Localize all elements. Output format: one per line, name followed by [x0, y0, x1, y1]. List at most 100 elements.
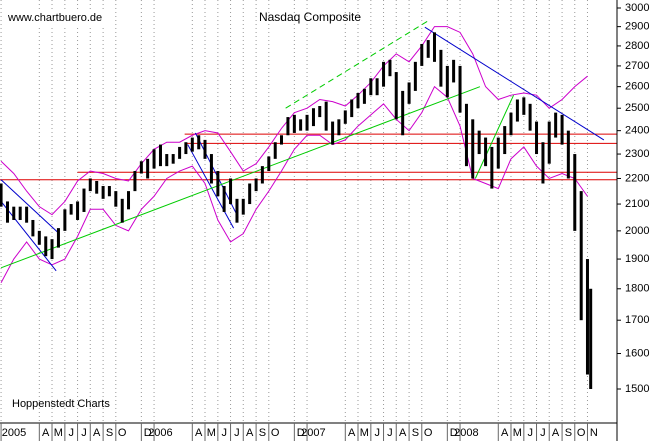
- price-bar: [273, 142, 277, 159]
- price-bar: [458, 65, 462, 113]
- price-bar: [554, 112, 558, 138]
- price-bar: [331, 121, 335, 145]
- x-tick-label: J: [374, 427, 380, 439]
- y-tick-label: 1500: [625, 383, 649, 395]
- price-bar: [299, 119, 303, 131]
- price-bar: [184, 142, 188, 155]
- x-tick-label: D: [450, 427, 458, 439]
- price-bar: [50, 239, 54, 260]
- price-bar: [579, 191, 583, 321]
- trend-line: [424, 26, 605, 141]
- price-bar: [503, 126, 507, 155]
- price-bar: [305, 114, 309, 131]
- price-bar: [152, 149, 156, 169]
- price-bar: [209, 154, 213, 184]
- y-tick-label: 2000: [625, 225, 649, 237]
- price-bar: [37, 230, 41, 245]
- bollinger-band: [0, 26, 588, 216]
- price-bar: [229, 178, 233, 205]
- y-tick-label: 2400: [625, 125, 649, 137]
- x-tick-label: J: [387, 427, 393, 439]
- price-bar: [279, 135, 283, 145]
- price-bar: [318, 106, 322, 118]
- price-bar: [133, 171, 137, 192]
- price-bar: [222, 186, 226, 212]
- y-tick-label: 2700: [625, 60, 649, 72]
- y-tick-label: 1900: [625, 253, 649, 265]
- price-bar: [426, 40, 430, 58]
- x-tick-label: O: [577, 427, 586, 439]
- price-bar: [515, 99, 519, 122]
- y-tick-label: 2200: [625, 172, 649, 184]
- price-bar: [216, 171, 220, 197]
- price-bar: [432, 32, 436, 62]
- x-tick-label: O: [424, 427, 433, 439]
- y-tick-label: 2100: [625, 198, 649, 210]
- price-bar: [56, 228, 60, 248]
- x-tick-label: A: [195, 427, 203, 439]
- price-bar: [535, 121, 539, 155]
- price-bar: [420, 43, 424, 66]
- trend-line: [285, 20, 429, 109]
- x-tick-label: 2006: [148, 427, 172, 439]
- x-tick-label: J: [234, 427, 240, 439]
- price-bar: [76, 201, 80, 220]
- price-bar: [114, 191, 118, 207]
- price-bar: [158, 144, 162, 167]
- price-bar: [69, 204, 73, 215]
- price-bar: [127, 191, 131, 210]
- x-tick-label: O: [271, 427, 280, 439]
- y-tick-label: 2600: [625, 81, 649, 93]
- price-bar: [350, 99, 354, 118]
- trend-line: [0, 201, 57, 272]
- price-bar: [146, 158, 150, 179]
- x-tick-label: A: [501, 427, 509, 439]
- price-bar: [292, 114, 296, 133]
- y-tick-label: 2800: [625, 40, 649, 52]
- price-bar: [197, 135, 201, 150]
- price-bar: [439, 49, 443, 87]
- x-tick-label: O: [118, 427, 127, 439]
- price-bar: [88, 178, 92, 192]
- price-bar: [541, 142, 545, 184]
- chart-title: Nasdaq Composite: [259, 10, 361, 24]
- y-tick-label: 3000: [625, 2, 649, 14]
- price-bar: [356, 93, 360, 109]
- price-bar: [382, 61, 386, 87]
- x-tick-label: D: [144, 427, 152, 439]
- x-tick-label: S: [259, 427, 266, 439]
- price-bar: [477, 130, 481, 155]
- trend-line: [0, 86, 481, 269]
- y-tick-label: 1600: [625, 347, 649, 359]
- y-tick-label: 1700: [625, 314, 649, 326]
- x-tick-label: 2007: [301, 427, 325, 439]
- x-tick-label: A: [42, 427, 50, 439]
- price-bar: [190, 137, 194, 152]
- price-bar: [12, 206, 16, 220]
- trend-line: [474, 94, 515, 179]
- trend-line: [0, 179, 60, 234]
- x-tick-label: N: [590, 427, 598, 439]
- price-bar: [286, 117, 290, 136]
- x-tick-label: 2008: [454, 427, 478, 439]
- x-tick-label: S: [412, 427, 419, 439]
- price-bar: [31, 219, 35, 237]
- price-bar: [254, 178, 258, 192]
- price-bar: [260, 166, 264, 184]
- price-bar: [394, 72, 398, 120]
- price-bar: [522, 97, 526, 115]
- price-bar: [44, 236, 48, 257]
- price-bar: [241, 198, 245, 215]
- price-bar: [82, 188, 86, 212]
- price-bar: [509, 112, 513, 136]
- price-bar: [464, 103, 468, 167]
- x-tick-label: J: [540, 427, 546, 439]
- price-bar: [18, 206, 22, 220]
- x-tick-label: S: [565, 427, 572, 439]
- price-bar: [407, 82, 411, 104]
- price-bar: [337, 119, 341, 136]
- x-tick-label: M: [54, 427, 63, 439]
- price-bar: [388, 59, 392, 77]
- price-bar: [235, 198, 239, 223]
- x-tick-label: J: [68, 427, 74, 439]
